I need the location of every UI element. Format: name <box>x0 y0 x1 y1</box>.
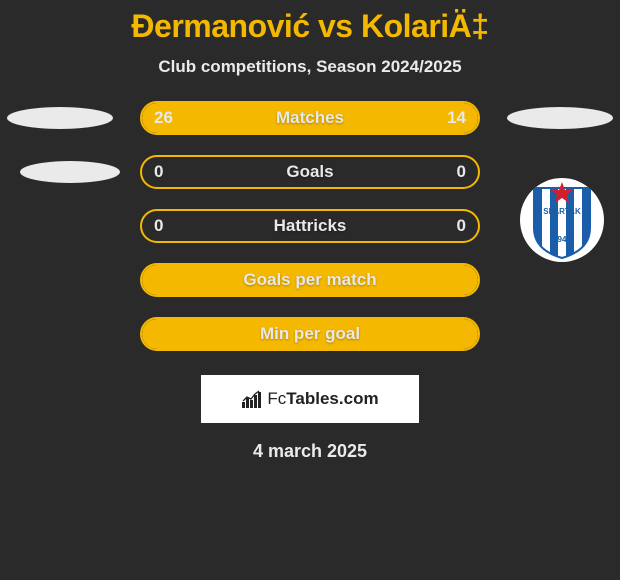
stat-bar: Min per goal <box>140 317 480 351</box>
stat-bar: 0 Hattricks 0 <box>140 209 480 243</box>
stat-bar: 0 Goals 0 <box>140 155 480 189</box>
bars-icon <box>241 390 263 408</box>
stat-label: Goals per match <box>243 270 376 290</box>
date-text: 4 march 2025 <box>0 441 620 462</box>
svg-text:SPARTAK: SPARTAK <box>543 207 581 216</box>
stat-right-value: 0 <box>457 216 466 236</box>
stat-label: Goals <box>286 162 333 182</box>
stat-label: Matches <box>276 108 344 128</box>
brand-text: FcTables.com <box>267 389 378 409</box>
subtitle: Club competitions, Season 2024/2025 <box>0 57 620 77</box>
spartak-badge-icon: SPARTAK 1945 <box>520 178 604 262</box>
stat-row-matches: 26 Matches 14 <box>0 99 620 145</box>
stat-label: Min per goal <box>260 324 360 344</box>
footer-brand[interactable]: FcTables.com <box>201 375 419 423</box>
page-title: Đermanović vs KolariÄ‡ <box>0 0 620 45</box>
stat-row-goals: 0 Goals 0 <box>0 153 620 199</box>
svg-text:1945: 1945 <box>553 235 571 244</box>
player-right-ellipse <box>507 107 613 129</box>
stat-left-value: 0 <box>154 162 163 182</box>
stat-left-value: 0 <box>154 216 163 236</box>
stat-row-mpg: Min per goal <box>0 315 620 361</box>
club-badge: SPARTAK 1945 <box>520 178 604 262</box>
stat-bar: Goals per match <box>140 263 480 297</box>
stat-bar: 26 Matches 14 <box>140 101 480 135</box>
player-left-ellipse-2 <box>20 161 120 183</box>
stat-label: Hattricks <box>274 216 347 236</box>
stat-left-value: 26 <box>154 108 173 128</box>
stat-right-value: 14 <box>447 108 466 128</box>
stat-row-gpm: Goals per match <box>0 261 620 307</box>
stat-right-value: 0 <box>457 162 466 182</box>
player-left-ellipse <box>7 107 113 129</box>
